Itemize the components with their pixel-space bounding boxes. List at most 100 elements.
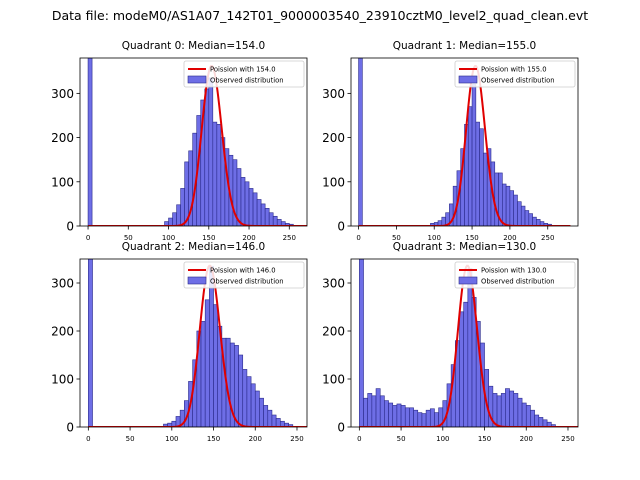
quadrant-0-legend: Poission with 154.0 Observed distribution <box>183 60 305 88</box>
y-tick-label: 200 <box>322 131 345 145</box>
histogram-bar <box>500 393 506 427</box>
histogram-bar <box>216 124 222 226</box>
histogram-bar <box>268 212 274 226</box>
poisson-curve <box>88 64 307 226</box>
histogram-bar <box>359 259 364 427</box>
histogram-bar <box>367 393 373 427</box>
quadrant-0-panel: Quadrant 0: Median=154.0 0 50 100 150 200 250 0… <box>51 40 308 242</box>
y-tick-label: 300 <box>322 277 345 291</box>
histogram-bar <box>234 345 239 427</box>
x-tick-label: 250 <box>561 435 574 443</box>
quadrant-1-title: Quadrant 1: Median=155.0 <box>393 40 536 52</box>
x-tick-label: 50 <box>126 435 135 443</box>
histogram-bar <box>240 177 246 226</box>
histogram-bar <box>479 128 484 226</box>
histogram-bar <box>204 88 210 226</box>
histogram-bar <box>250 383 256 427</box>
quadrant-0-title: Quadrant 0: Median=154.0 <box>122 40 265 52</box>
histogram-bar <box>505 388 510 427</box>
legend-box <box>454 261 576 289</box>
histogram-bar <box>272 215 278 226</box>
histogram-bar <box>212 121 218 226</box>
quadrant-3-legend: Poission with 130.0 Observed distribution <box>454 261 576 289</box>
x-tick-label: 50 <box>397 435 406 443</box>
histogram-bar <box>483 152 488 226</box>
histogram-bar <box>471 84 477 226</box>
histogram-bar <box>213 304 219 427</box>
histogram-bar <box>388 402 394 427</box>
histogram-bar <box>538 417 544 427</box>
legend-curve-label: Poission with 155.0 <box>481 66 547 74</box>
y-tick-label: 200 <box>322 325 345 339</box>
histogram-bar <box>208 77 214 226</box>
y-tick-label: 100 <box>322 175 345 189</box>
histogram-bar <box>384 400 389 427</box>
quadrant-1-plot-area <box>358 58 571 226</box>
y-tick-label: 300 <box>51 277 74 291</box>
histogram-bar <box>509 390 515 427</box>
histogram-bar <box>513 194 518 226</box>
histogram-bar <box>371 395 377 427</box>
x-tick-label: 0 <box>86 435 90 443</box>
x-tick-label: 200 <box>503 234 516 242</box>
y-tick-label: 0 <box>337 421 345 435</box>
x-tick-label: 150 <box>207 435 220 443</box>
quadrant-2-panel: Quadrant 2: Median=146.0 0 50 100 150 200 250 0… <box>51 241 308 443</box>
histogram-bar <box>459 311 464 427</box>
histogram-bar <box>517 397 523 427</box>
quadrant-0-plot-area <box>87 58 307 226</box>
quadrant-3-plot-area <box>359 259 578 427</box>
histogram-bar <box>505 185 511 226</box>
histogram-bar <box>88 259 93 427</box>
histogram-bar <box>172 212 177 226</box>
histogram-bar <box>248 188 254 226</box>
y-tick-label: 200 <box>51 325 74 339</box>
legend-curve-label: Poission with 130.0 <box>481 267 547 275</box>
histogram-bar <box>421 413 427 427</box>
x-tick-label: 100 <box>436 435 449 443</box>
y-tick-label: 100 <box>51 373 74 387</box>
y-tick-label: 0 <box>66 220 74 234</box>
quadrant-2-legend: Poission with 146.0 Observed distribution <box>183 261 305 289</box>
histogram-bar <box>200 321 206 427</box>
histogram-bar <box>496 395 502 427</box>
quadrant-3-axes-frame <box>350 258 579 428</box>
poisson-curve <box>359 264 578 427</box>
quadrant-2-axes-frame <box>79 258 308 428</box>
legend-box <box>183 261 305 289</box>
figure-suptitle: Data file: modeM0/AS1A07_142T01_90000035… <box>52 8 588 23</box>
x-tick-label: 250 <box>283 234 296 242</box>
legend-bars-swatch <box>187 276 207 285</box>
legend-bars-label: Observed distribution <box>481 278 555 286</box>
histogram-bar <box>532 216 537 226</box>
x-tick-label: 150 <box>465 234 478 242</box>
histogram-bar <box>413 409 419 427</box>
legend-box <box>183 60 305 88</box>
histogram-bar <box>425 409 431 427</box>
histogram-bar <box>525 405 531 427</box>
histogram-bar <box>176 204 181 226</box>
histogram-bar <box>534 414 540 427</box>
poisson-curve <box>358 64 571 226</box>
histogram-bar <box>528 213 533 226</box>
legend-bars-swatch <box>187 75 207 84</box>
legend-bars-label: Observed distribution <box>210 77 284 85</box>
y-tick-label: 300 <box>51 87 74 101</box>
x-tick-label: 150 <box>478 435 491 443</box>
histogram-bar <box>542 419 548 427</box>
histogram-bar <box>520 205 526 226</box>
x-tick-label: 100 <box>428 234 441 242</box>
x-tick-label: 200 <box>242 234 255 242</box>
histogram-bar <box>209 265 214 427</box>
y-tick-label: 0 <box>337 220 345 234</box>
histogram-bar <box>509 190 514 226</box>
histogram-bar <box>513 393 519 427</box>
histogram-bar <box>275 418 281 427</box>
histogram-bar <box>521 402 527 427</box>
legend-bars-label: Observed distribution <box>481 77 555 85</box>
histogram-bar <box>524 210 530 226</box>
y-tick-label: 200 <box>51 131 74 145</box>
histogram-bar <box>363 397 368 427</box>
histogram-bar <box>288 424 294 427</box>
